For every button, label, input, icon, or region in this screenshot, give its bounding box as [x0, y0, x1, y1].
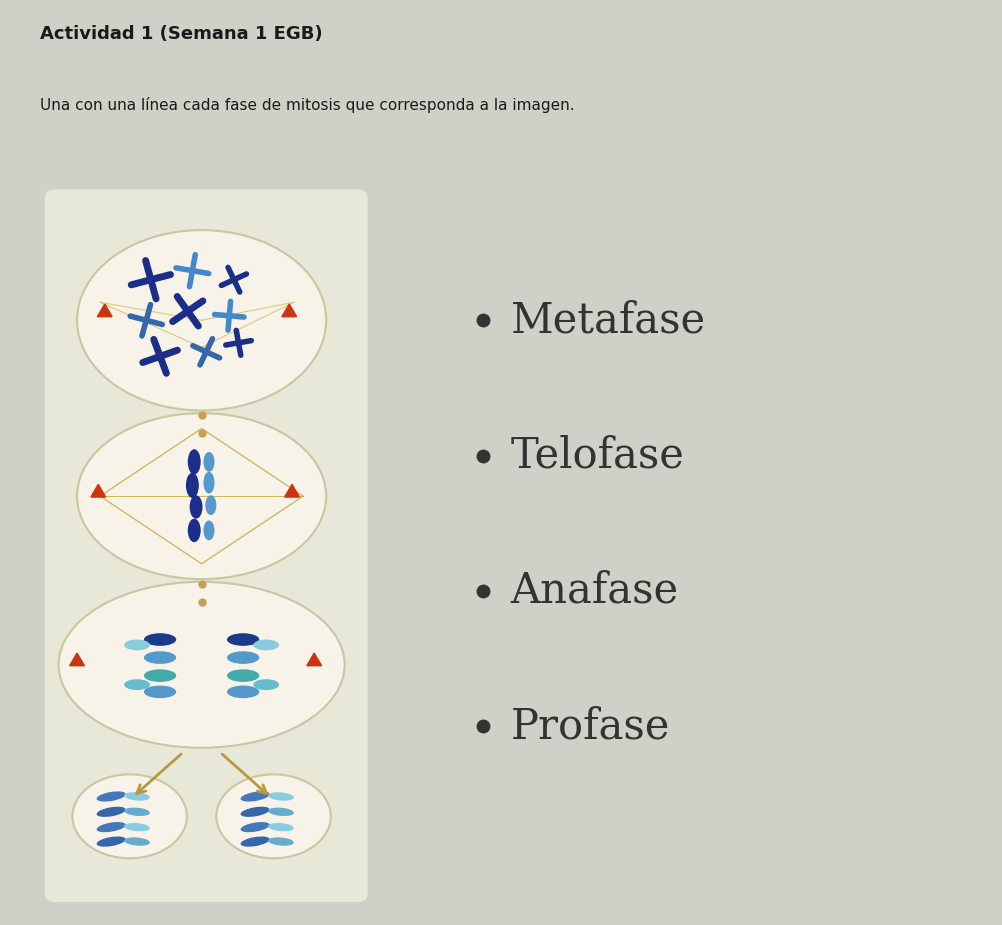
Ellipse shape — [96, 807, 125, 817]
Ellipse shape — [268, 837, 294, 845]
Polygon shape — [97, 304, 112, 316]
Ellipse shape — [203, 472, 214, 493]
Ellipse shape — [240, 822, 270, 832]
Ellipse shape — [77, 230, 326, 411]
Ellipse shape — [124, 823, 149, 832]
Ellipse shape — [144, 670, 176, 682]
Ellipse shape — [144, 685, 176, 698]
Ellipse shape — [72, 774, 186, 858]
FancyBboxPatch shape — [45, 190, 368, 902]
Ellipse shape — [203, 521, 214, 540]
Polygon shape — [282, 304, 297, 316]
Ellipse shape — [226, 651, 260, 664]
Ellipse shape — [185, 473, 198, 498]
Ellipse shape — [254, 639, 279, 650]
Text: Anafase: Anafase — [510, 570, 678, 611]
Polygon shape — [69, 653, 84, 666]
Ellipse shape — [268, 823, 294, 832]
Ellipse shape — [144, 651, 176, 664]
Ellipse shape — [216, 774, 331, 858]
Text: Profase: Profase — [510, 705, 669, 747]
Ellipse shape — [187, 450, 200, 475]
Ellipse shape — [58, 582, 345, 747]
Ellipse shape — [96, 836, 125, 846]
Ellipse shape — [187, 519, 200, 542]
Ellipse shape — [124, 679, 149, 690]
Ellipse shape — [96, 792, 125, 802]
Text: Actividad 1 (Semana 1 EGB): Actividad 1 (Semana 1 EGB) — [40, 25, 323, 43]
Ellipse shape — [205, 495, 216, 515]
Ellipse shape — [77, 413, 326, 579]
Ellipse shape — [124, 639, 149, 650]
Ellipse shape — [203, 452, 214, 472]
Ellipse shape — [240, 836, 270, 846]
Text: Una con una línea cada fase de mitosis que corresponda a la imagen.: Una con una línea cada fase de mitosis q… — [40, 96, 574, 113]
Ellipse shape — [124, 793, 149, 801]
Ellipse shape — [240, 792, 270, 802]
Ellipse shape — [226, 685, 260, 698]
Ellipse shape — [254, 679, 279, 690]
Polygon shape — [91, 485, 105, 497]
Ellipse shape — [226, 634, 260, 646]
Ellipse shape — [240, 807, 270, 817]
Ellipse shape — [226, 670, 260, 682]
Ellipse shape — [124, 808, 149, 816]
Text: Telofase: Telofase — [510, 435, 684, 476]
Ellipse shape — [144, 634, 176, 646]
Ellipse shape — [268, 808, 294, 816]
Text: Metafase: Metafase — [510, 300, 705, 341]
Polygon shape — [307, 653, 322, 666]
Ellipse shape — [189, 495, 202, 519]
Ellipse shape — [124, 837, 149, 845]
Ellipse shape — [96, 822, 125, 832]
Polygon shape — [285, 485, 300, 497]
Ellipse shape — [268, 793, 294, 801]
